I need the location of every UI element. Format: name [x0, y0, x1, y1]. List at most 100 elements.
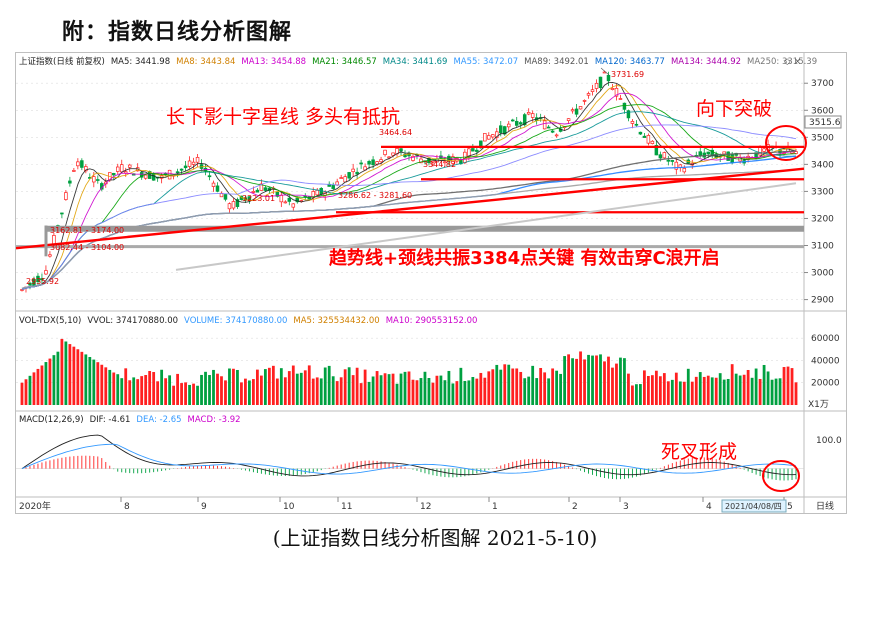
volume-bar [92, 359, 96, 405]
volume-bar [216, 373, 219, 405]
x-tick-label: 2020年 [19, 500, 51, 512]
macd-header-item-1: DIF: -4.61 [90, 415, 131, 425]
volume-bar [666, 381, 670, 405]
candle-body [339, 177, 343, 179]
volume-bar [208, 375, 211, 405]
close-icon[interactable]: × [794, 57, 801, 67]
volume-bar [447, 370, 451, 405]
volume-bar [116, 374, 120, 405]
volume-bar [287, 371, 291, 405]
candle-body [255, 189, 260, 193]
volume-bar [164, 378, 168, 405]
volume-bar [451, 383, 455, 405]
candle-body [80, 160, 84, 168]
annotation-break-down: 向下突破 [696, 98, 772, 120]
volume-bar [347, 367, 351, 405]
volume-bar [639, 384, 642, 405]
volume-bar [686, 368, 690, 405]
candle-body [475, 149, 479, 152]
volume-bar [315, 377, 319, 405]
candle-body [471, 148, 475, 152]
volume-bar [188, 384, 191, 405]
circle-marker-price [765, 125, 807, 161]
x-tick-label: 11 [341, 502, 352, 512]
volume-bar [307, 365, 311, 405]
volume-bar [56, 351, 60, 405]
volume-bar [68, 344, 72, 405]
volume-bar [571, 358, 574, 405]
volume-bar [160, 369, 164, 405]
volume-bar [267, 367, 271, 405]
volume-bar [694, 376, 698, 405]
price-header-item-7: MA89: 3492.01 [524, 57, 589, 67]
volume-bar [754, 368, 758, 405]
price-header-item-8: MA120: 3463.77 [595, 57, 665, 67]
volume-bar [112, 372, 116, 405]
x-tick-label: 8 [124, 502, 130, 512]
volume-bar [790, 368, 794, 405]
candle-body [542, 120, 547, 130]
volume-bar [555, 370, 559, 405]
candle-body [518, 122, 523, 125]
candle-body [343, 176, 347, 183]
volume-bar [48, 358, 52, 405]
diamond-icon[interactable]: ◇ [784, 57, 791, 67]
price-header-item-10: MA250: 3315.39 [747, 57, 817, 67]
volume-bar [698, 372, 702, 405]
volume-bar [603, 361, 606, 405]
volume-bar [503, 364, 507, 405]
candle-body [367, 161, 371, 165]
candle-body [674, 161, 679, 170]
candle-body [36, 275, 40, 283]
volume-bar [519, 371, 523, 405]
label-low: 2935.92 [26, 277, 59, 286]
volume-bar [742, 374, 746, 405]
volume-bar [20, 382, 24, 405]
candle-body [630, 121, 635, 124]
volume-bar [607, 356, 610, 405]
volume-bar [411, 379, 415, 405]
volume-bar [64, 341, 68, 405]
candle-body [92, 176, 96, 183]
volume-unit: X1万 [808, 400, 829, 410]
volume-bar [399, 373, 403, 405]
candle-body [191, 161, 196, 165]
volume-bar [738, 375, 742, 405]
candle-body [72, 170, 76, 172]
ma-line-55 [21, 124, 797, 290]
candle-body [467, 148, 471, 157]
volume-bar [240, 382, 243, 405]
ma-line-8 [21, 85, 797, 290]
volume-bar [471, 377, 475, 405]
volume-bar [108, 369, 112, 405]
page-title: 附：指数日线分析图解 [62, 20, 293, 45]
volume-bar [491, 369, 495, 405]
volume-bar [60, 338, 64, 405]
price-header-item-0: 上证指数(日线 前复权) [19, 56, 105, 67]
candle-body [295, 197, 300, 203]
candle-body [666, 159, 671, 162]
candle-body [215, 185, 220, 192]
volume-bar [100, 364, 104, 405]
figure-caption: (上证指数日线分析图解 2021-5-10) [272, 526, 598, 550]
candle-body [634, 123, 639, 126]
candle-body [670, 160, 675, 162]
volume-bar [547, 378, 551, 405]
volume-bar [140, 376, 144, 405]
x-tick-label: 5 [787, 502, 793, 512]
candle-body [227, 203, 232, 210]
candle-body [582, 100, 587, 102]
candle-body [40, 278, 44, 281]
price-axis: 3700 3600 3500 3400 3300 3200 3100 3000 2900 [804, 79, 834, 306]
candle-body [550, 130, 555, 133]
price-header-item-4: MA21: 3446.57 [312, 57, 377, 67]
candle-body [359, 162, 363, 165]
ma-line-5 [21, 81, 797, 290]
volume-bar [587, 354, 590, 405]
candle-body [491, 134, 495, 138]
candle-body [335, 181, 339, 186]
candle-body [331, 184, 335, 189]
volume-bar [599, 354, 602, 405]
candle-body [283, 201, 288, 204]
volume-bar [351, 375, 355, 405]
